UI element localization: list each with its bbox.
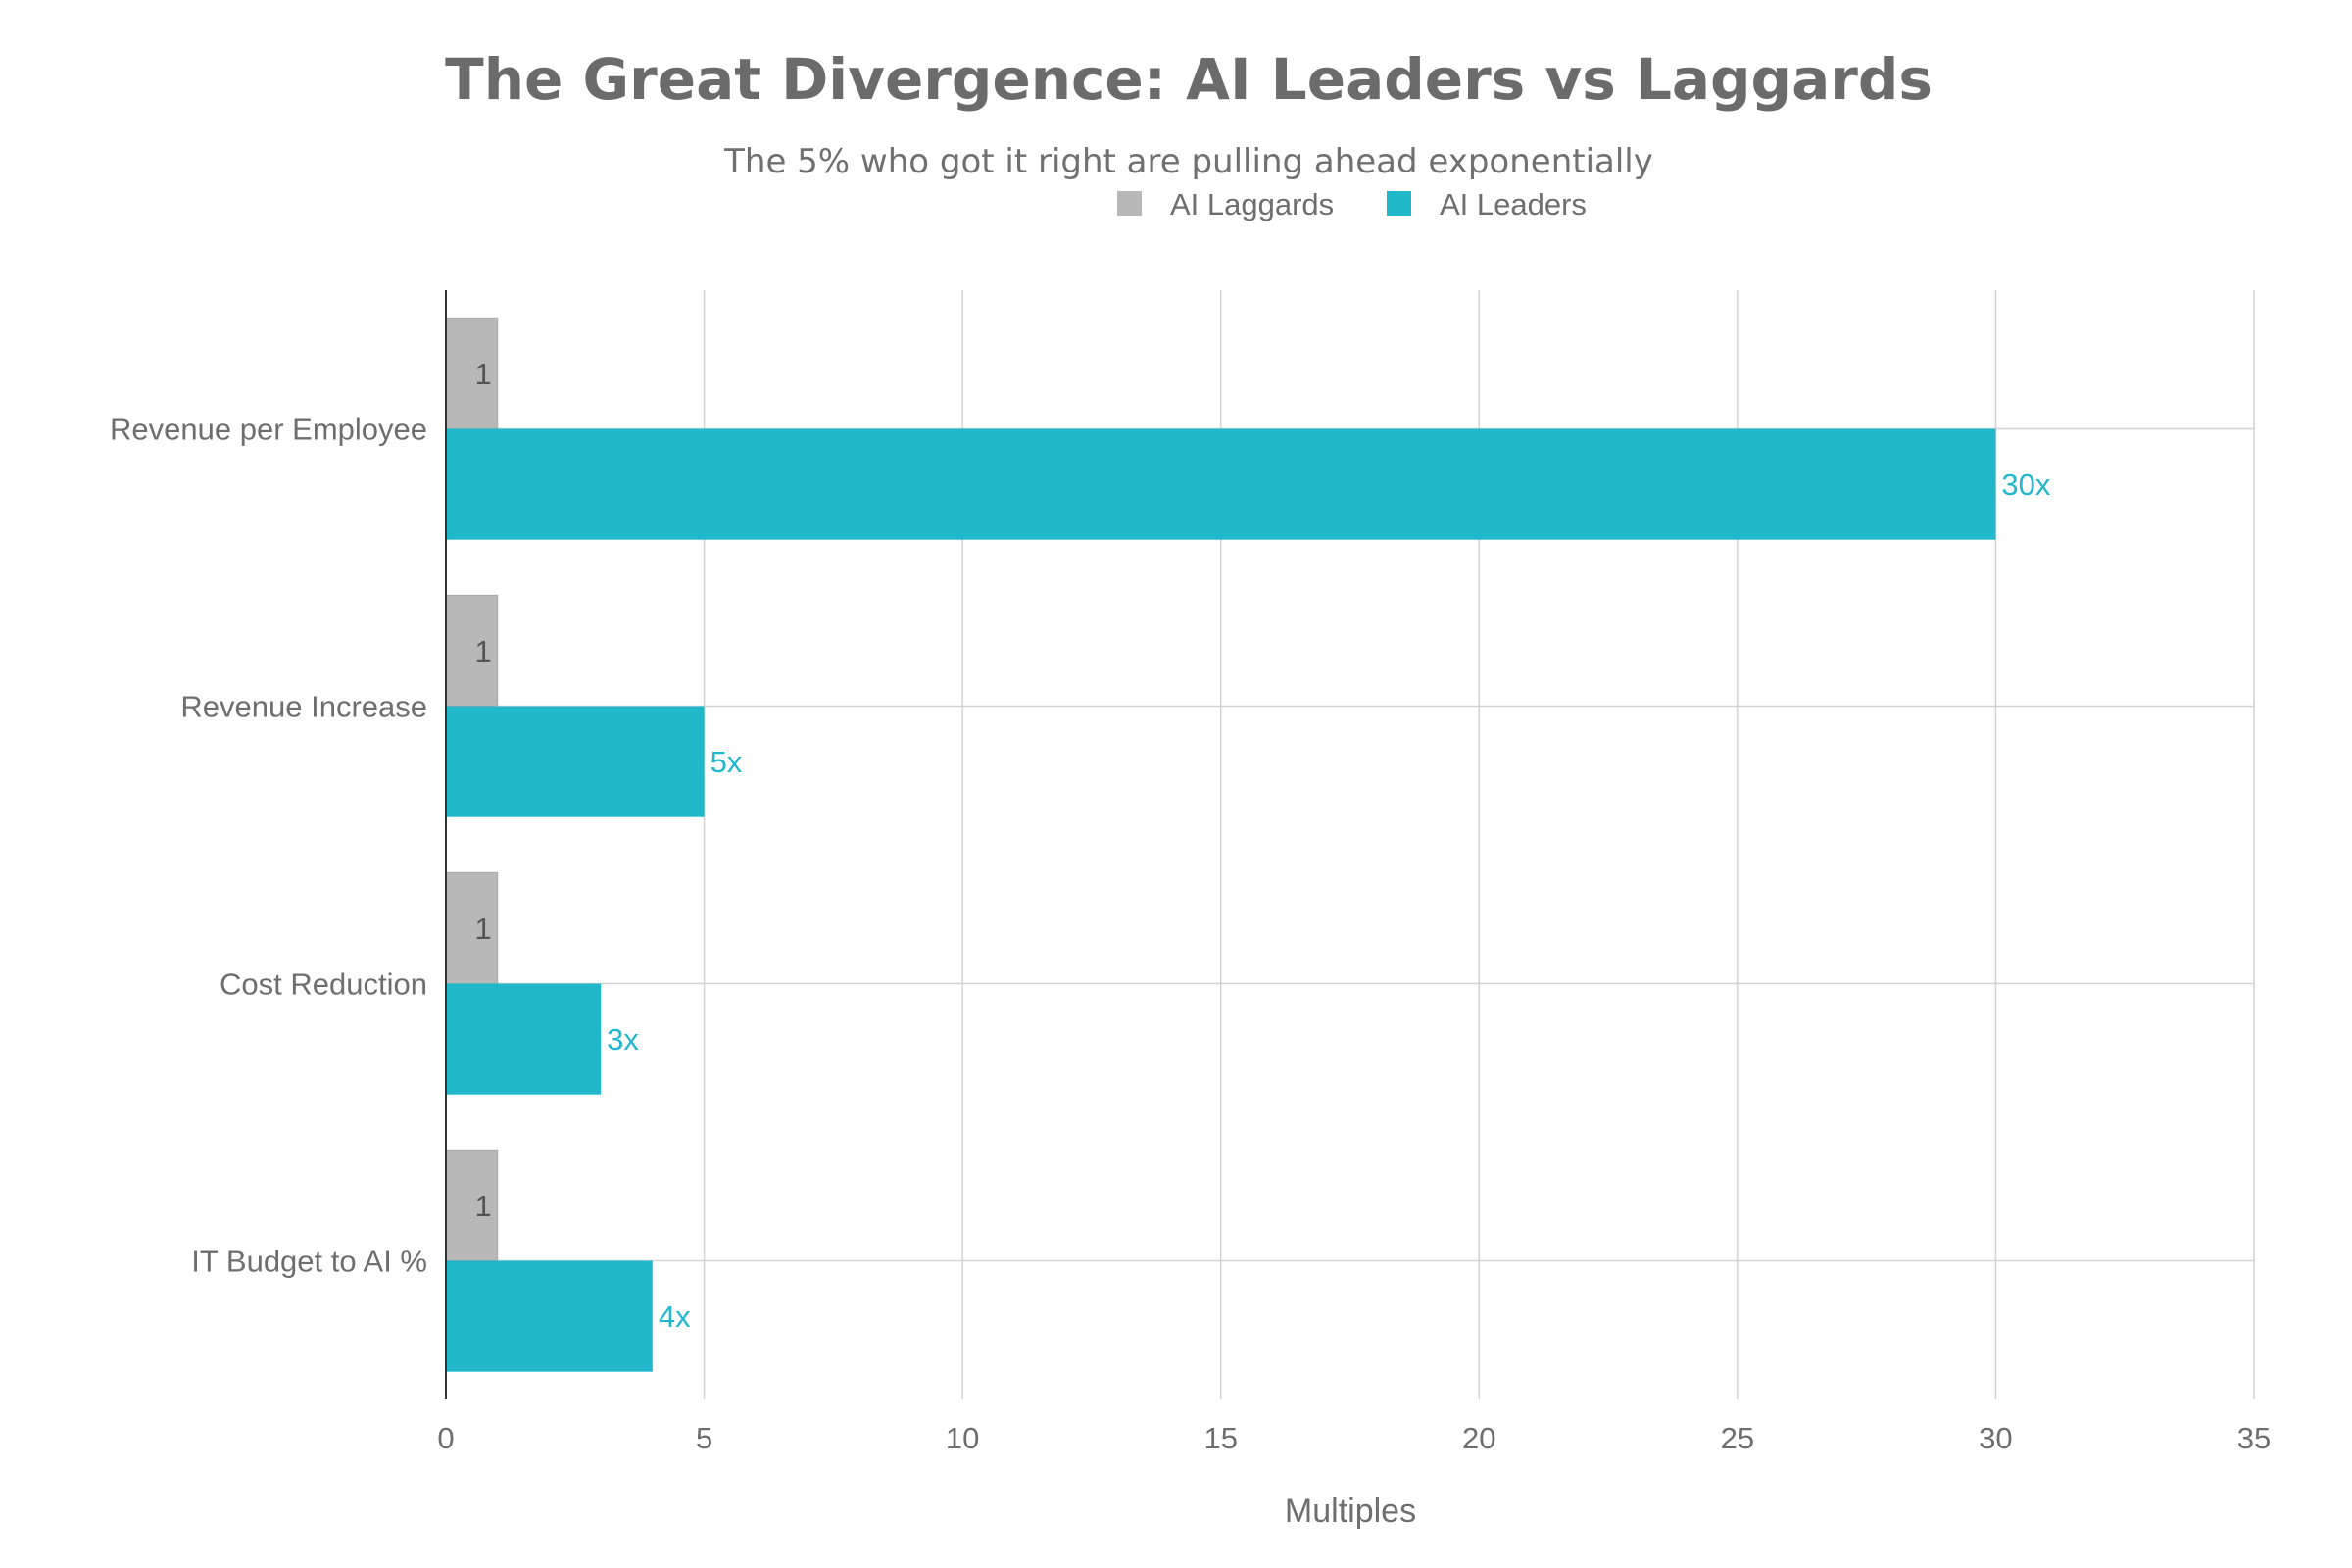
data-label-leaders: 30x: [2001, 467, 2050, 502]
bar-laggards: [445, 594, 499, 707]
data-label-leaders: 5x: [710, 745, 743, 779]
x-tick-label: 20: [1462, 1421, 1495, 1455]
y-tick-label: Revenue Increase: [180, 690, 427, 724]
x-axis-title: Multiples: [1285, 1493, 1416, 1530]
x-tick-label: 25: [1721, 1421, 1754, 1455]
y-tick-label: IT Budget to AI %: [191, 1245, 427, 1279]
legend-label-leaders: AI Leaders: [1440, 187, 1587, 221]
bar-leaders: [446, 428, 1996, 540]
data-labels: 1 30x 1 5x 1 3x 1 4x: [474, 357, 2050, 1334]
legend-swatch-leaders: [1387, 191, 1411, 216]
bar-laggards: [445, 317, 499, 429]
bar-leaders: [446, 706, 705, 817]
x-tick-labels: 0 5 10 15 20 25 30 35: [437, 1421, 2271, 1455]
data-label-leaders: 4x: [659, 1299, 691, 1334]
legend-swatch-laggards: [1117, 191, 1142, 216]
y-tick-label: Revenue per Employee: [110, 413, 427, 447]
y-tick-labels: Revenue per Employee Revenue Increase Cost…: [110, 413, 427, 1279]
y-tick-label: Cost Reduction: [220, 967, 427, 1002]
x-tick-label: 5: [696, 1421, 712, 1455]
x-tick-label: 15: [1203, 1421, 1237, 1455]
bar-laggards: [445, 1149, 499, 1262]
data-label-leaders: 3x: [607, 1022, 639, 1056]
x-tick-label: 30: [1979, 1421, 2012, 1455]
data-label-laggards: 1: [474, 1189, 491, 1223]
x-tick-label: 35: [2237, 1421, 2271, 1455]
legend: AI Laggards AI Leaders: [1117, 187, 1587, 221]
bar-leaders: [446, 1260, 653, 1372]
x-tick-label: 10: [946, 1421, 979, 1455]
x-tick-label: 0: [437, 1421, 454, 1455]
data-label-laggards: 1: [474, 911, 491, 946]
data-label-laggards: 1: [474, 634, 491, 668]
legend-label-laggards: AI Laggards: [1170, 187, 1334, 221]
chart-subtitle: The 5% who got it right are pulling ahea…: [723, 142, 1653, 181]
bar-leaders: [446, 983, 602, 1095]
data-label-laggards: 1: [474, 357, 491, 391]
chart-title: The Great Divergence: AI Leaders vs Lagg…: [445, 46, 1933, 113]
bars: [445, 317, 1996, 1372]
